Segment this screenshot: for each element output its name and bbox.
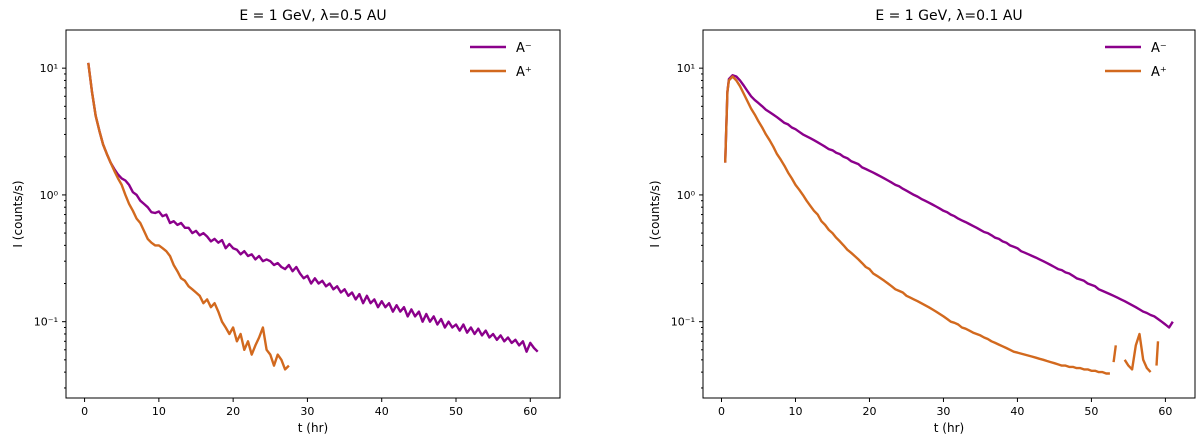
chart-title: E = 1 GeV, λ=0.1 AU <box>875 8 1022 24</box>
y-tick-label: 10⁰ <box>677 189 696 202</box>
y-tick-label: 10⁰ <box>40 189 59 202</box>
series-line-a-plus <box>1112 345 1117 363</box>
plot-frame <box>65 29 561 399</box>
x-axis-label: t (hr) <box>934 421 964 435</box>
y-tick-label: 10⁻¹ <box>34 316 58 329</box>
x-tick-label: 40 <box>1010 405 1024 418</box>
y-axis-label: I (counts/s) <box>11 180 25 247</box>
x-tick-label: 0 <box>718 405 725 418</box>
x-tick-label: 20 <box>226 405 240 418</box>
y-tick-label: 10⁻¹ <box>671 316 695 329</box>
x-tick-label: 10 <box>152 405 166 418</box>
x-tick-label: 30 <box>300 405 314 418</box>
legend-label: A⁺ <box>1151 65 1167 80</box>
y-tick-label: 10¹ <box>677 62 695 75</box>
y-tick-label: 10¹ <box>40 62 58 75</box>
x-tick-label: 30 <box>936 405 950 418</box>
chart-left: E = 1 GeV, λ=0.5 AU t (hr) I (counts/s) … <box>11 8 561 435</box>
series-line-a-minus <box>87 62 539 353</box>
legend-label: A⁻ <box>516 41 532 56</box>
series-line-a-plus <box>87 62 290 371</box>
x-tick-label: 10 <box>788 405 802 418</box>
chart-title: E = 1 GeV, λ=0.5 AU <box>239 8 386 24</box>
x-tick-label: 0 <box>81 405 88 418</box>
chart-right: E = 1 GeV, λ=0.1 AU t (hr) I (counts/s) … <box>648 8 1196 435</box>
x-axis-label: t (hr) <box>298 421 328 435</box>
legend-label: A⁺ <box>516 65 532 80</box>
legend-label: A⁻ <box>1151 41 1167 56</box>
y-axis-label: I (counts/s) <box>648 180 662 247</box>
plot-frame <box>702 29 1196 399</box>
series-line-a-minus <box>724 74 1174 329</box>
x-tick-label: 20 <box>862 405 876 418</box>
series-line-a-plus <box>1123 332 1152 373</box>
x-tick-label: 40 <box>375 405 389 418</box>
x-tick-label: 60 <box>1158 405 1172 418</box>
x-tick-label: 50 <box>1084 405 1098 418</box>
series-line-a-plus <box>724 75 1110 375</box>
x-tick-label: 50 <box>449 405 463 418</box>
series-line-a-plus <box>1155 341 1160 366</box>
x-tick-label: 60 <box>523 405 537 418</box>
